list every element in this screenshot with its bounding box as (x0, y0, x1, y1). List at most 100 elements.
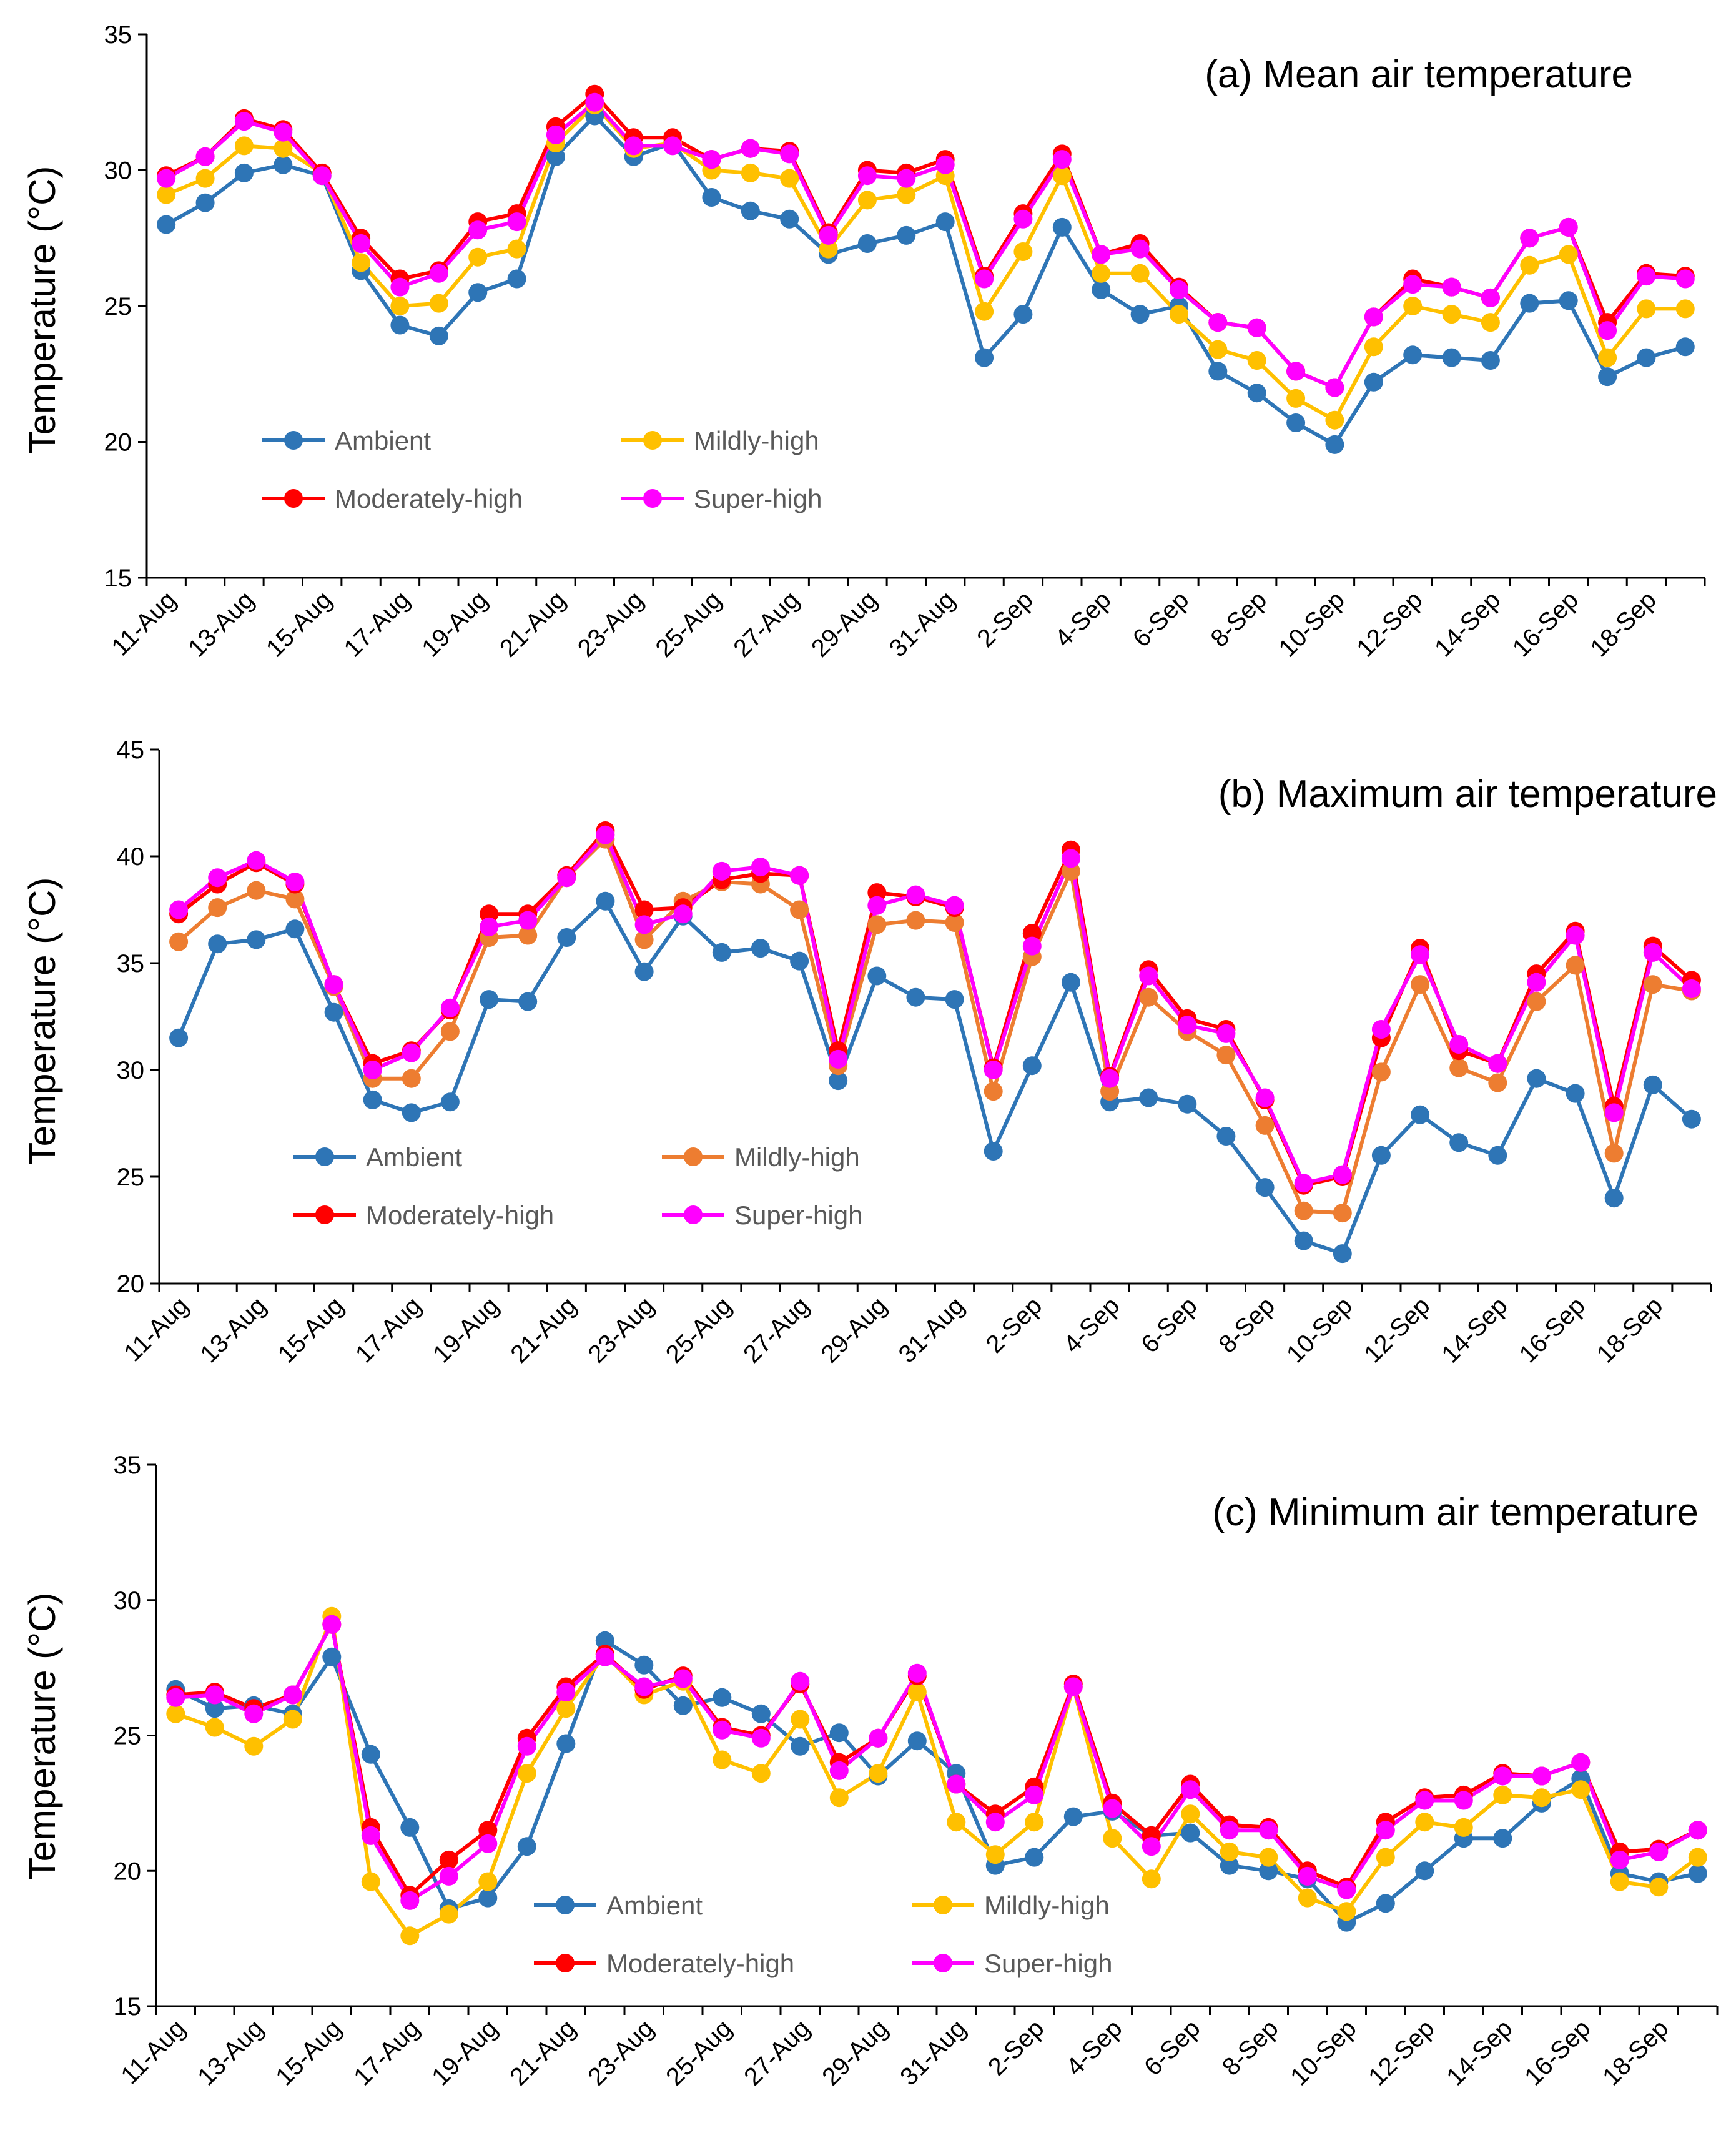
legend-label: Mildly-high (734, 1142, 860, 1172)
y-axis-label: Temperature (°C) (21, 166, 63, 454)
data-point-ambient (440, 1092, 460, 1112)
data-point-ambient (1259, 1861, 1278, 1881)
data-point-super-high (1566, 926, 1585, 945)
data-point-super-high (741, 139, 760, 158)
x-tick-label: 10-Sep (1281, 1292, 1358, 1368)
x-tick-label: 8-Sep (1213, 1292, 1280, 1359)
data-point-mildly-high (945, 913, 964, 932)
data-point-super-high (935, 155, 955, 174)
data-point-mildly-high (985, 1845, 1005, 1864)
series-line-ambient (165, 114, 1686, 447)
data-point-ambient (1216, 1127, 1236, 1146)
data-point-super-high (324, 975, 343, 994)
data-point-moderately-high (1022, 924, 1042, 943)
data-point-mildly-high (274, 139, 293, 158)
data-point-super-high (1063, 1677, 1083, 1696)
legend-entry: Super-high (621, 484, 822, 513)
data-point-mildly-high (1559, 245, 1578, 264)
data-point-ambient (1063, 1807, 1083, 1826)
data-point-super-high (857, 166, 877, 186)
data-point-mildly-high (1298, 1888, 1317, 1908)
legend-label: Super-high (984, 1949, 1112, 1978)
data-point-ambient (1637, 348, 1656, 367)
data-point-super-high (1142, 1837, 1161, 1856)
data-point-ambient (1682, 1109, 1701, 1129)
data-point-ambient (400, 1818, 420, 1837)
data-point-super-high (1488, 1054, 1507, 1073)
data-point-mildly-high (1649, 1878, 1669, 1897)
data-point-super-high (208, 868, 227, 888)
data-point-super-high (1643, 943, 1662, 962)
legend-entry: Super-high (662, 1200, 862, 1230)
data-point-super-high (702, 150, 721, 169)
data-point-mildly-high (507, 239, 526, 259)
data-point-ambient (1061, 973, 1080, 992)
data-point-super-high (234, 112, 254, 131)
data-point-mildly-high (195, 169, 215, 188)
x-tick-label: 15-Aug (273, 1292, 349, 1368)
data-point-super-high (1325, 378, 1344, 397)
legend-swatch-marker (643, 489, 662, 508)
data-point-ambient (907, 1731, 927, 1751)
data-point-ambient (975, 348, 994, 367)
data-point-mildly-high (1025, 1813, 1044, 1832)
data-point-super-high (556, 1683, 576, 1702)
series-line-mildly-high (165, 103, 1685, 422)
data-point-super-high (624, 136, 643, 156)
x-tick-label: 6-Sep (1139, 2014, 1206, 2081)
data-point-mildly-high (285, 889, 305, 909)
data-point-ambient (195, 193, 215, 212)
data-point-mildly-high (857, 191, 877, 210)
data-point-ambient (1286, 413, 1306, 432)
data-point-mildly-high (975, 302, 994, 321)
data-point-ambient (402, 1103, 421, 1122)
data-point-super-high (945, 896, 964, 915)
data-point-super-high (402, 1043, 421, 1062)
x-tick-label: 31-Aug (884, 586, 960, 662)
data-point-super-high (1403, 275, 1423, 294)
x-tick-label: 25-Aug (661, 2014, 737, 2091)
data-point-ambient (1493, 1829, 1512, 1848)
data-point-ambient (829, 1723, 849, 1743)
data-point-ambient (1488, 1146, 1507, 1165)
x-tick-label: 18-Sep (1592, 1292, 1668, 1368)
x-tick-label: 25-Aug (661, 1292, 737, 1368)
legend-swatch-marker (284, 431, 303, 450)
legend-label: Super-high (694, 484, 822, 513)
data-point-mildly-high (1286, 389, 1306, 408)
legend-swatch-marker (684, 1205, 703, 1224)
data-point-mildly-high (283, 1710, 302, 1729)
legend-entry: Super-high (912, 1949, 1112, 1978)
y-tick-label: 20 (104, 429, 132, 457)
legend-entry: Moderately-high (293, 1200, 554, 1230)
x-tick-label: 4-Sep (1050, 586, 1117, 653)
data-point-ambient (557, 928, 576, 947)
data-point-super-high (595, 1647, 614, 1666)
data-point-super-high (157, 169, 176, 188)
data-point-mildly-high (244, 1736, 264, 1756)
series-line-super-high (177, 833, 1693, 1185)
x-tick-label: 14-Sep (1436, 1292, 1512, 1368)
data-point-super-high (906, 885, 925, 904)
data-point-ambient (546, 147, 565, 166)
data-point-mildly-high (1325, 410, 1344, 430)
data-point-ambient (596, 891, 615, 911)
x-tick-label: 12-Sep (1363, 2014, 1439, 2091)
data-point-mildly-high (400, 1926, 420, 1946)
data-point-mildly-high (1449, 1058, 1469, 1077)
data-point-super-high (907, 1663, 927, 1683)
data-point-super-high (751, 858, 770, 877)
data-point-ambient (945, 990, 964, 1009)
data-point-mildly-high (1013, 242, 1033, 261)
x-tick-label: 21-Aug (505, 1292, 581, 1368)
y-tick-label: 25 (104, 293, 132, 320)
data-point-ambient (1255, 1178, 1275, 1197)
data-point-super-high (1169, 280, 1188, 299)
data-point-ambient (741, 201, 760, 220)
data-point-ambient (169, 1028, 189, 1047)
data-point-mildly-high (556, 1699, 576, 1718)
data-point-mildly-high (1532, 1788, 1551, 1808)
data-point-super-high (363, 1061, 382, 1079)
data-point-super-high (1532, 1766, 1551, 1786)
